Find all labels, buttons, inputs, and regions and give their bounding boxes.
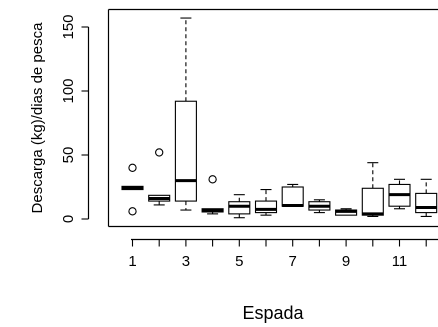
y-tick-label: 150 [60, 14, 77, 39]
box-group-8 [308, 199, 331, 214]
x-tick-label: 3 [182, 253, 190, 270]
x-tick-label: 11 [392, 253, 408, 270]
x-tick-label: 9 [342, 253, 350, 270]
box-group-4 [201, 175, 224, 215]
y-tick-label: 50 [60, 147, 77, 164]
x-tick-label: 1 [128, 253, 136, 270]
box-group-5 [228, 194, 251, 219]
y-ticks: 0 50 100 150 [60, 14, 89, 223]
x-ticks: 1 3 5 7 9 11 [128, 239, 427, 270]
box-group-11 [388, 178, 411, 210]
boxes [121, 17, 438, 219]
x-tick-label: 7 [289, 253, 297, 270]
y-tick-label: 100 [60, 78, 77, 103]
box-group-9 [335, 208, 358, 216]
x-axis-label: Espada [242, 303, 304, 323]
outlier-point [208, 175, 217, 184]
box-iqr [228, 201, 251, 215]
box-group-7 [281, 183, 304, 208]
outlier-point [128, 163, 137, 172]
box-group-6 [254, 189, 278, 216]
box-iqr [361, 187, 384, 216]
y-tick-label: 0 [60, 215, 77, 223]
box-iqr [254, 200, 278, 214]
box-group-10 [361, 162, 384, 217]
box-group-2 [148, 148, 171, 206]
box-iqr [415, 192, 438, 214]
box-group-1 [121, 163, 144, 216]
box-group-12 [415, 178, 438, 217]
outlier-point [155, 148, 164, 157]
box-iqr [281, 186, 304, 207]
outlier-point [128, 207, 137, 216]
box-group-3 [174, 17, 197, 211]
plot-frame [107, 8, 438, 228]
x-tick-label: 5 [235, 253, 243, 270]
box-iqr [174, 100, 197, 202]
y-axis-label: Descarga (kg)/dias de pesca [29, 22, 46, 214]
